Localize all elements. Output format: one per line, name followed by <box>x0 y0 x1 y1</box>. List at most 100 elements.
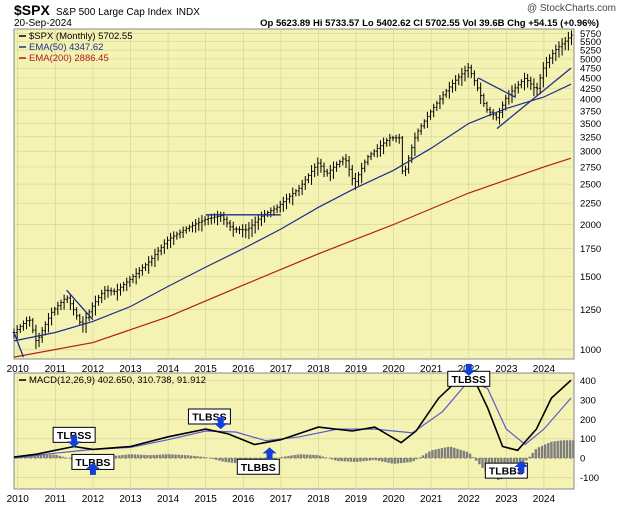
macd-histogram-bar <box>325 457 327 458</box>
macd-histogram-bar <box>303 454 305 458</box>
macd-histogram-bar <box>52 455 54 458</box>
macd-histogram-bar <box>309 455 311 458</box>
macd-histogram-bar <box>350 458 352 462</box>
macd-histogram-bar <box>569 440 571 458</box>
macd-histogram-bar <box>563 440 565 458</box>
macd-x-tick-label: 2019 <box>345 494 368 505</box>
macd-histogram-bar <box>531 453 533 458</box>
macd-histogram-bar <box>469 454 471 458</box>
annotation-label: TLBBS <box>241 462 276 474</box>
macd-histogram-bar <box>419 457 421 458</box>
macd-histogram-bar <box>196 456 198 458</box>
macd-x-tick-label: 2014 <box>157 494 180 505</box>
macd-histogram-bar <box>447 447 449 458</box>
macd-histogram-bar <box>525 458 527 460</box>
macd-histogram-bar <box>466 452 468 458</box>
macd-histogram-bar <box>560 441 562 459</box>
macd-histogram-bar <box>397 458 399 463</box>
macd-histogram-bar <box>481 458 483 468</box>
macd-histogram-bar <box>190 456 192 458</box>
macd-tick-label: 400 <box>580 376 596 387</box>
watermark: @ StockCharts.com <box>527 3 616 14</box>
price-tick-label: 5750 <box>580 29 601 40</box>
macd-histogram-bar <box>416 458 418 459</box>
macd-histogram-bar <box>362 458 364 461</box>
macd-histogram-bar <box>312 455 314 458</box>
macd-histogram-bar <box>59 456 61 458</box>
macd-histogram-bar <box>284 456 286 458</box>
macd-histogram-bar <box>228 458 230 462</box>
macd-histogram-bar <box>425 453 427 458</box>
price-tick-label: 1250 <box>580 305 601 316</box>
macd-histogram-bar <box>331 458 333 459</box>
price-tick-label: 3000 <box>580 147 601 158</box>
macd-histogram-bar <box>387 458 389 463</box>
macd-histogram-bar <box>300 454 302 458</box>
symbol-title: $SPX <box>14 2 50 18</box>
macd-histogram-bar <box>306 455 308 458</box>
price-tick-label: 2250 <box>580 199 601 210</box>
macd-histogram-bar <box>127 454 129 458</box>
macd-histogram-bar <box>557 441 559 458</box>
macd-histogram-bar <box>463 451 465 458</box>
price-tick-label: 3250 <box>580 132 601 143</box>
macd-histogram-bar <box>550 442 552 458</box>
macd-histogram-bar <box>456 449 458 458</box>
price-tick-label: 3750 <box>580 106 601 117</box>
macd-x-tick-label: 2021 <box>420 494 443 505</box>
legend-macd: MACD(12,26,9) 402.650, 310.738, 91.912 <box>29 375 206 386</box>
macd-histogram-bar <box>475 458 477 461</box>
price-tick-label: 4500 <box>580 73 601 84</box>
macd-x-tick-label: 2024 <box>533 494 556 505</box>
macd-histogram-bar <box>450 447 452 458</box>
macd-histogram-bar <box>472 457 474 458</box>
macd-histogram-bar <box>356 458 358 462</box>
macd-histogram-bar <box>444 447 446 458</box>
macd-histogram-bar <box>344 458 346 461</box>
macd-tick-label: -100 <box>580 473 599 484</box>
price-tick-label: 2000 <box>580 220 601 231</box>
macd-histogram-bar <box>184 455 186 458</box>
legend-ema200: EMA(200) 2886.45 <box>29 53 109 64</box>
macd-x-tick-label: 2023 <box>495 494 518 505</box>
legend-price: $SPX (Monthly) 5702.55 <box>29 31 133 42</box>
price-tick-label: 1500 <box>580 272 601 283</box>
macd-histogram-bar <box>218 458 220 461</box>
macd-histogram-bar <box>199 457 201 458</box>
macd-histogram-bar <box>459 450 461 458</box>
macd-x-tick-label: 2011 <box>45 494 67 505</box>
macd-histogram-bar <box>437 449 439 458</box>
price-tick-label: 3500 <box>580 119 601 130</box>
macd-histogram-bar <box>215 458 217 460</box>
macd-histogram-bar <box>124 455 126 458</box>
macd-histogram-bar <box>478 458 480 464</box>
macd-histogram-bar <box>434 449 436 458</box>
macd-histogram-bar <box>174 455 176 458</box>
price-tick-label: 4000 <box>580 95 601 106</box>
macd-x-tick-label: 2020 <box>382 494 405 505</box>
macd-histogram-bar <box>149 455 151 458</box>
macd-histogram-bar <box>359 458 361 461</box>
macd-x-tick-label: 2018 <box>307 494 330 505</box>
macd-x-tick-label: 2013 <box>119 494 142 505</box>
macd-histogram-bar <box>162 454 164 458</box>
macd-x-tick-label: 2012 <box>82 494 105 505</box>
macd-histogram-bar <box>55 455 57 458</box>
macd-histogram-bar <box>137 455 139 458</box>
quote-line: Op 5623.89 Hi 5733.57 Lo 5402.62 Cl 5702… <box>260 18 599 29</box>
macd-histogram-bar <box>315 455 317 458</box>
macd-histogram-bar <box>528 457 530 458</box>
macd-histogram-bar <box>365 458 367 461</box>
macd-histogram-bar <box>337 458 339 461</box>
macd-histogram-bar <box>453 448 455 458</box>
macd-histogram-bar <box>181 455 183 458</box>
macd-histogram-bar <box>378 458 380 461</box>
macd-histogram-bar <box>369 458 371 460</box>
macd-histogram-bar <box>134 454 136 458</box>
macd-histogram-bar <box>547 443 549 458</box>
chart-date: 20-Sep-2024 <box>14 18 72 29</box>
macd-tick-label: 300 <box>580 396 596 407</box>
macd-histogram-bar <box>334 458 336 460</box>
macd-histogram-bar <box>318 456 320 459</box>
